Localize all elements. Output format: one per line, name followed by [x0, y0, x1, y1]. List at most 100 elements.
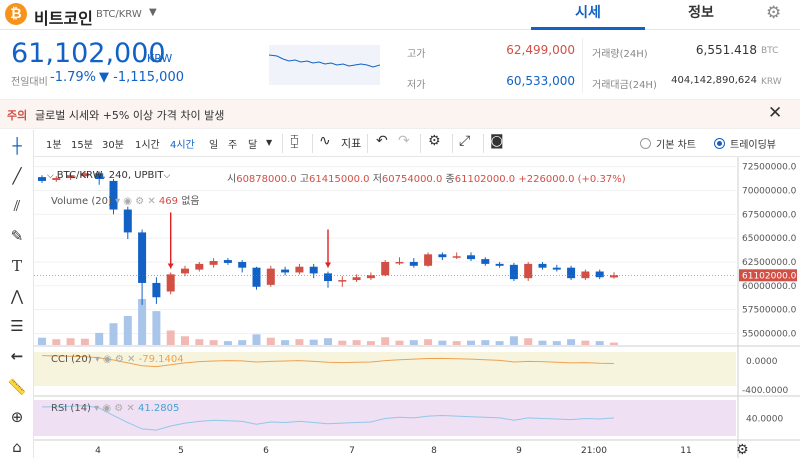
timeframe-15m[interactable]: 15분 — [71, 140, 93, 151]
indicator-icon[interactable]: ∿ — [319, 133, 331, 149]
high-label: 고 — [299, 174, 310, 185]
basic-chart-radio[interactable] — [640, 138, 651, 149]
fullscreen-icon[interactable]: ⤢ — [459, 133, 471, 149]
legend-controls[interactable]: ▾ ◉ ⚙ ✕ — [94, 403, 135, 414]
undo-icon[interactable]: ↶ — [376, 133, 388, 149]
candle-body — [381, 261, 390, 276]
coin-name[interactable]: 비트코인 — [34, 9, 93, 28]
pitchfork-icon[interactable]: ⫽ — [13, 197, 21, 215]
volume-bar — [238, 340, 247, 345]
cci-tick-label: -400.0000 — [742, 386, 788, 396]
candle-body — [324, 273, 332, 282]
text-tool-icon[interactable]: T — [11, 257, 22, 275]
trend-line-icon[interactable]: ╱ — [12, 167, 22, 185]
volume-bar — [552, 341, 561, 345]
rsi-tick-label: 40.0000 — [746, 414, 783, 424]
candle-body — [80, 173, 89, 177]
candle-body — [581, 271, 590, 279]
candle-body — [123, 209, 132, 233]
candle-body — [366, 275, 375, 279]
annotation-arrowhead — [325, 262, 331, 268]
chart-toolbar: 1분 15분 30분 1시간 4시간 일 주 달 ▼ ⧮ ∿ 지표 ↶ ↷ ⚙ … — [34, 130, 800, 157]
tradingview-radio[interactable] — [714, 138, 725, 149]
zoom-in-icon[interactable]: ⊕ — [10, 408, 24, 426]
volume-bar — [581, 340, 590, 345]
camera-icon[interactable]: ◙ — [490, 133, 504, 149]
candle-body — [295, 266, 304, 273]
volume-bar — [481, 340, 490, 345]
cci-legend-label: CCI (20) — [51, 354, 92, 365]
candle-body — [467, 255, 475, 260]
basic-chart-label[interactable]: 기본 차트 — [656, 140, 696, 151]
current-price-label: 61102000.0 — [742, 271, 797, 281]
timeframe-30m[interactable]: 30분 — [102, 140, 124, 151]
close-icon[interactable]: ✕ — [768, 103, 783, 123]
x-tick-label: 21:00 — [581, 446, 607, 456]
mini-price-chart — [268, 45, 381, 85]
legend-controls[interactable]: ▾ ◉ ⚙ ✕ — [94, 354, 136, 365]
candle-body — [223, 260, 232, 263]
rsi-legend-value: 41.2805 — [137, 403, 180, 414]
tradingview-label[interactable]: 트레이딩뷰 — [730, 140, 776, 151]
chevron-down-icon[interactable]: ▼ — [266, 138, 273, 147]
pattern-icon[interactable]: ⋀ — [10, 287, 24, 305]
legend-controls[interactable]: ▾ ◉ ⚙ ✕ — [115, 196, 156, 207]
timeframe-4h[interactable]: 4시간 — [170, 140, 195, 151]
volume-bar — [80, 338, 89, 345]
timeframe-week[interactable]: 주 — [228, 140, 238, 151]
fib-retracement-icon[interactable]: ☰ — [10, 317, 24, 335]
candle-body — [138, 232, 147, 283]
volume-unit: BTC — [761, 46, 779, 56]
chevron-down-icon[interactable]: ⌵ — [47, 171, 57, 181]
candle-type-icon[interactable]: ⧮ — [290, 133, 299, 149]
volume-legend-extra: 없음 — [181, 196, 200, 207]
toolbar-divider — [452, 134, 453, 153]
volume-legend-label: Volume (20) — [51, 196, 112, 207]
indicator-button[interactable]: 지표 — [341, 137, 362, 150]
timeframe-1h[interactable]: 1시간 — [135, 140, 160, 151]
candle-body — [52, 178, 61, 180]
tab-info[interactable]: 정보 — [688, 5, 714, 21]
volume-bar — [309, 339, 318, 345]
redo-icon[interactable]: ↷ — [398, 133, 410, 149]
timeframe-1m[interactable]: 1분 — [46, 140, 62, 151]
gear-icon[interactable]: ⚙ — [736, 442, 749, 458]
change-rate: -1.79% — [50, 70, 96, 85]
notice-tag: 주의 — [7, 109, 28, 122]
market-header: ₿ 비트코인 BTC/KRW ▼ 시세 정보 ⚙ — [0, 0, 800, 30]
volume-value: 6,551.418 — [695, 43, 757, 57]
candle-body — [109, 180, 118, 210]
timeframe-day[interactable]: 일 — [209, 140, 219, 151]
timeframe-month[interactable]: 달 — [248, 140, 258, 151]
gear-icon[interactable]: ⚙ — [428, 133, 441, 149]
volume-bar — [395, 340, 404, 345]
x-tick-label: 8 — [431, 446, 437, 456]
candle-body — [509, 264, 518, 280]
cci-legend: CCI (20) ▾ ◉ ⚙ ✕ -79.1404 — [51, 354, 184, 365]
toolbar-divider — [367, 134, 368, 153]
back-arrow-icon[interactable]: ← — [10, 347, 24, 365]
candle-body — [266, 268, 275, 285]
brush-icon[interactable]: ✎ — [10, 227, 24, 245]
volume-bar — [223, 341, 232, 345]
rsi-legend-label: RSI (14) — [51, 403, 91, 414]
chevron-down-icon[interactable]: ⌵ — [163, 171, 171, 181]
cci-band — [34, 352, 736, 386]
magnet-icon[interactable]: ⌂ — [12, 438, 22, 456]
volume-bar — [252, 334, 261, 345]
x-tick-label: 9 — [516, 446, 522, 456]
change-value: +226000.0 (+0.37%) — [518, 174, 626, 185]
high-value: 61415000.0 — [309, 174, 370, 185]
crosshair-icon[interactable]: ┼ — [12, 137, 22, 155]
price-chart[interactable]: 72500000.0 70000000.0 67500000.0 65000000.0… — [34, 157, 800, 458]
volume-label: 거래량(24H) — [592, 49, 648, 60]
candle-body — [281, 269, 290, 273]
volume-bar — [524, 338, 533, 345]
tab-sise[interactable]: 시세 — [531, 0, 645, 30]
gear-icon[interactable]: ⚙ — [766, 3, 782, 23]
annotation-arrowhead — [167, 263, 174, 269]
chevron-down-icon[interactable]: ▼ — [149, 7, 157, 18]
volume-legend: Volume (20) ▾ ◉ ⚙ ✕ 469 없음 — [51, 192, 200, 207]
ruler-icon[interactable]: 📏 — [7, 378, 27, 396]
volume-bar — [366, 341, 375, 345]
